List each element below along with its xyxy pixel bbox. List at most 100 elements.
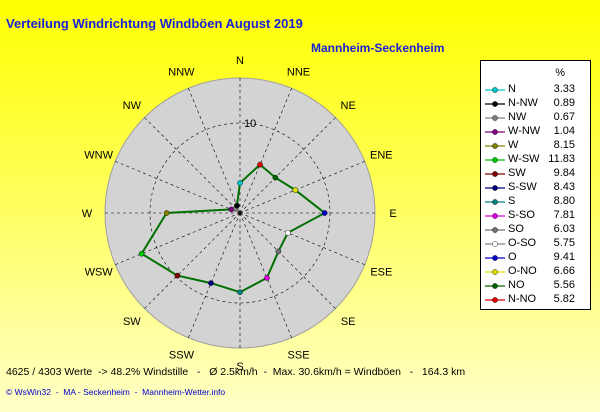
radial-gridline-wsw [115, 212, 241, 265]
legend-item: W-SW 11.83 [481, 153, 590, 167]
direction-label-ne: NE [341, 100, 356, 112]
direction-label-sw: SW [123, 316, 141, 328]
legend-marker-icon [485, 297, 505, 303]
legend-item: W-NW 1.04 [481, 125, 590, 139]
legend-item: NW 0.67 [481, 111, 590, 125]
data-point-ssw [208, 280, 214, 286]
legend-value: 0.67 [553, 111, 575, 123]
legend-item: N-NW 0.89 [481, 97, 590, 111]
legend-value: 6.03 [553, 223, 575, 235]
direction-label-ssw: SSW [169, 349, 195, 361]
footer-stats: 4625 / 4303 Werte -> 48.2% Windstille - … [6, 366, 466, 378]
radial-gridline-ssw [188, 212, 241, 338]
chart-title: Verteilung Windrichtung Windböen August … [6, 16, 303, 31]
legend-value: 5.75 [553, 237, 575, 249]
radial-gridline-ene [239, 161, 365, 214]
data-point-sse [264, 275, 270, 281]
legend-value: 3.33 [553, 83, 575, 95]
legend-marker-icon [485, 213, 505, 219]
legend-marker-icon [485, 227, 505, 233]
legend-marker-icon [485, 115, 505, 121]
legend-item: SW 9.84 [481, 167, 590, 181]
legend-value: 1.04 [553, 125, 575, 137]
legend-marker-icon [485, 269, 505, 275]
legend-item: S 8.80 [481, 195, 590, 209]
ring-tick-label: 10 [244, 118, 256, 130]
radial-gridline-nne [239, 88, 292, 214]
radial-gridline-wnw [115, 161, 241, 214]
legend-item: NO 5.56 [481, 279, 590, 293]
legend-label: N [508, 83, 516, 95]
direction-label-s: S [236, 361, 243, 373]
legend-value: 5.82 [553, 293, 575, 305]
legend-value: 0.89 [553, 97, 575, 109]
data-point-se [275, 248, 282, 255]
data-point-w [163, 210, 170, 216]
direction-label-nw: NW [123, 100, 142, 112]
legend-value: 8.80 [553, 195, 575, 207]
legend-item: O-NO 6.66 [481, 265, 590, 279]
legend-value: 6.66 [553, 265, 575, 277]
radial-gridline-ese [239, 212, 365, 265]
legend-label: NO [508, 279, 525, 291]
legend-marker-icon [485, 199, 505, 205]
legend-label: S [508, 195, 516, 207]
legend-value: 7.81 [553, 209, 575, 221]
data-point-s [237, 289, 243, 296]
direction-label-sse: SSE [288, 349, 310, 361]
legend-value: 11.83 [548, 153, 575, 165]
legend-item: SO 6.03 [481, 223, 590, 237]
data-point-sw [174, 272, 181, 279]
legend-label: W [508, 139, 519, 151]
legend-label: O-NO [508, 265, 537, 277]
legend-item: N-NO 5.82 [481, 293, 590, 307]
ring-gridline [149, 122, 331, 304]
legend-value: 9.41 [553, 251, 575, 263]
direction-label-w: W [82, 208, 93, 220]
legend-item: S-SW 8.43 [481, 181, 590, 195]
legend-marker-icon [485, 101, 505, 107]
data-point-n [237, 180, 243, 186]
direction-label-ene: ENE [370, 149, 393, 161]
legend-marker-icon [485, 157, 505, 163]
legend-label: NW [508, 111, 527, 123]
direction-label-e: E [389, 208, 396, 220]
data-point-wsw [138, 250, 145, 257]
direction-label-se: SE [341, 316, 356, 328]
direction-label-nne: NNE [287, 67, 310, 79]
direction-label-n: N [236, 55, 244, 67]
data-point-ese [285, 230, 291, 236]
legend-unit-header: % [555, 67, 565, 79]
legend-marker-icon [485, 185, 505, 191]
legend-marker-icon [485, 87, 505, 93]
data-point-ne [272, 174, 279, 181]
legend-value: 8.43 [553, 181, 575, 193]
direction-label-nnw: NNW [168, 67, 195, 79]
legend-label: O [508, 251, 517, 263]
data-point-e [321, 210, 328, 216]
chart-legend: % N 3.33 N-NW 0.89 NW 0.67 W-NW 1.04 W 8.15 W-SW 11… [480, 60, 591, 310]
legend-item: W 8.15 [481, 139, 590, 153]
data-point-ene [292, 187, 299, 193]
radial-gridline-ne [239, 117, 336, 214]
legend-item: O 9.41 [481, 251, 590, 265]
legend-label: O-SO [508, 237, 537, 249]
direction-label-ese: ESE [370, 267, 392, 279]
legend-marker-icon [485, 171, 505, 177]
legend-marker-icon [485, 143, 505, 149]
legend-label: SW [508, 167, 526, 179]
legend-marker-icon [485, 241, 505, 247]
radial-gridline-se [239, 212, 336, 309]
direction-label-wsw: WSW [85, 267, 114, 279]
data-point-nnw [234, 202, 240, 209]
legend-label: SO [508, 223, 524, 235]
legend-label: W-SW [508, 153, 540, 165]
legend-value: 9.84 [553, 167, 575, 179]
legend-value: 8.15 [553, 139, 575, 151]
legend-item: O-SO 5.75 [481, 237, 590, 251]
legend-label: W-NW [508, 125, 541, 137]
legend-value: 5.56 [553, 279, 575, 291]
legend-label: S-SO [508, 209, 535, 221]
